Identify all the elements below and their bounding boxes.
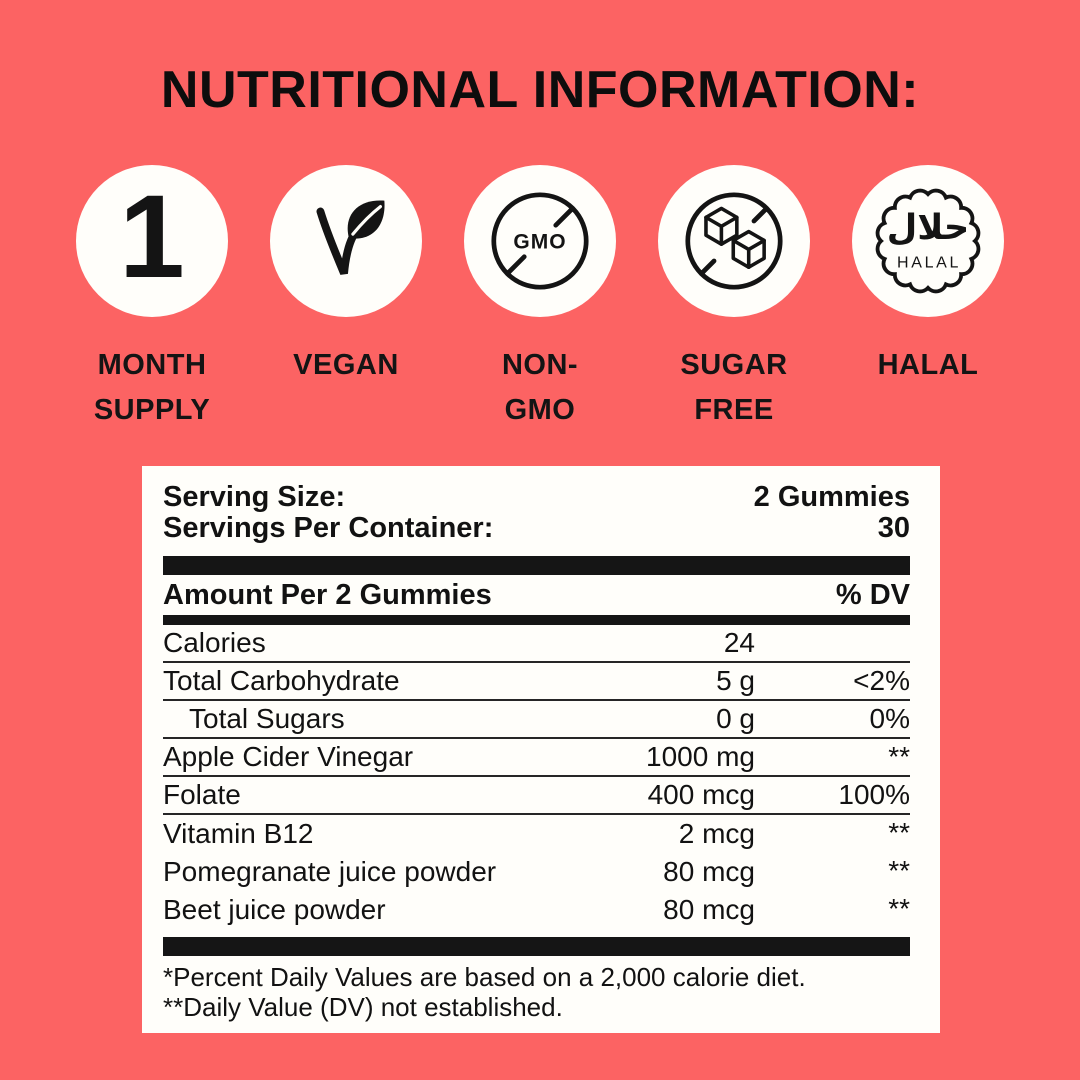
sugar-free-icon: [685, 192, 783, 290]
badge-circle: [658, 165, 810, 317]
nutrient-amount: 400 mcg: [647, 779, 755, 810]
badge-label: VEGAN: [293, 349, 399, 381]
table-row-vitamin-b12: Vitamin B12 2 mcg **: [163, 815, 910, 853]
halal-seal-icon: حلال HALAL: [875, 188, 981, 294]
badge-label: HALAL: [877, 349, 979, 381]
nutrient-name: Beet juice powder: [163, 894, 386, 925]
svg-text:GMO: GMO: [513, 230, 566, 253]
nutrient-dv: 0%: [869, 703, 910, 734]
badge-label: NON- GMO: [501, 349, 579, 426]
badge-halal: حلال HALAL HALAL: [851, 165, 1005, 388]
nutrient-amount: 0 g: [716, 703, 755, 734]
table-row-calories: Calories 24: [163, 625, 910, 663]
table-row-pomegranate-juice-powder: Pomegranate juice powder 80 mcg **: [163, 853, 910, 891]
supplement-facts-panel: Serving Size: 2 Gummies Servings Per Con…: [142, 466, 940, 1033]
dv-header: % DV: [835, 578, 910, 611]
nutrient-name: Calories: [163, 627, 266, 658]
footnote-percent-dv: *Percent Daily Values are based on a 2,0…: [163, 962, 806, 992]
nutrient-dv: **: [888, 741, 910, 772]
nutrient-amount: 80 mcg: [663, 856, 755, 887]
serving-size-value: 2 Gummies: [753, 481, 910, 513]
one-month-supply-icon: 1: [119, 171, 185, 303]
badge-circle: حلال HALAL: [852, 165, 1004, 317]
amount-header: Amount Per 2 Gummies: [163, 578, 492, 611]
nutrient-dv: 100%: [838, 779, 910, 810]
serving-size-label: Serving Size:: [163, 481, 346, 513]
nutrient-name: Folate: [163, 779, 241, 810]
nutrient-name: Vitamin B12: [163, 818, 314, 849]
nutrient-dv: **: [888, 855, 910, 886]
nutrient-name: Apple Cider Vinegar: [163, 741, 414, 772]
nutrient-dv: **: [888, 893, 910, 924]
badge-circle: 1: [76, 165, 228, 317]
badge-circle: [270, 165, 422, 317]
table-row-beet-juice-powder: Beet juice powder 80 mcg **: [163, 891, 910, 929]
nutrient-amount: 1000 mg: [646, 741, 755, 772]
non-gmo-icon: GMO: [491, 192, 589, 290]
nutrient-amount: 24: [723, 627, 755, 658]
table-row-total-sugars: Total Sugars 0 g 0%: [163, 701, 910, 739]
badge-label: SUGAR FREE: [680, 349, 788, 426]
badge-circle: GMO: [464, 165, 616, 317]
nutrient-dv: <2%: [853, 665, 910, 696]
nutrient-name: Total Sugars: [189, 703, 345, 734]
vegan-leaf-icon: [316, 200, 385, 275]
serving-size-row: Serving Size: 2 Gummies: [163, 482, 910, 513]
table-header-row: Amount Per 2 Gummies % DV: [163, 575, 910, 615]
table-row-apple-cider-vinegar: Apple Cider Vinegar 1000 mg **: [163, 739, 910, 777]
nutrient-name: Total Carbohydrate: [163, 665, 400, 696]
svg-text:حلال: حلال: [887, 207, 970, 248]
table-row-folate: Folate 400 mcg 100%: [163, 777, 910, 815]
servings-per-container-label: Servings Per Container:: [163, 512, 494, 544]
servings-per-container-value: 30: [877, 512, 910, 544]
nutrient-dv: **: [888, 817, 910, 848]
divider-bar-thick-bottom: [163, 937, 910, 956]
table-row-total-carbohydrate: Total Carbohydrate 5 g <2%: [163, 663, 910, 701]
footnotes: *Percent Daily Values are based on a 2,0…: [163, 962, 910, 1022]
badge-non-gmo: GMO NON- GMO: [463, 165, 617, 433]
divider-bar-medium: [163, 615, 910, 625]
badge-sugar-free: SUGAR FREE: [657, 165, 811, 433]
page-title: NUTRITIONAL INFORMATION:: [160, 61, 920, 119]
nutrient-amount: 80 mcg: [663, 894, 755, 925]
nutrient-amount: 2 mcg: [678, 818, 755, 849]
certification-badges: 1 MONTH SUPPLY VEGAN GMO: [75, 165, 1005, 433]
badge-vegan: VEGAN: [269, 165, 423, 388]
divider-bar-thick: [163, 556, 910, 575]
badge-label: MONTH SUPPLY: [93, 349, 211, 426]
nutrient-name: Pomegranate juice powder: [163, 856, 497, 887]
footnote-dv-not-established: **Daily Value (DV) not established.: [163, 992, 563, 1022]
nutrient-amount: 5 g: [716, 665, 755, 696]
servings-per-container-row: Servings Per Container: 30: [163, 513, 910, 544]
svg-text:HALAL: HALAL: [897, 255, 961, 272]
badge-month-supply: 1 MONTH SUPPLY: [75, 165, 229, 433]
